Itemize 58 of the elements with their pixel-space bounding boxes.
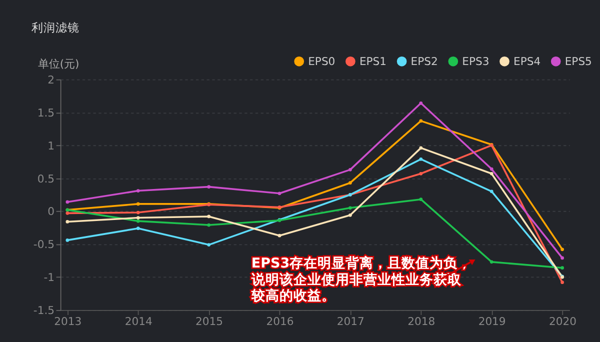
point [490,167,494,171]
x-tick-label: 2017 [336,314,364,328]
y-tick-label: -1.5 [33,304,55,318]
y-tick-label: 0 [48,205,55,218]
legend-label: EPS5 [564,54,592,68]
y-tick-label: 2 [48,73,55,86]
point [419,119,423,123]
point [66,211,70,215]
point [490,260,494,264]
point [560,266,564,270]
point [136,226,140,230]
x-tick-label: 2016 [266,314,294,328]
point [419,146,423,150]
point [207,214,211,218]
point [278,234,282,238]
point [136,189,140,192]
x-tick-label: 2014 [124,314,152,328]
point [66,200,70,204]
point [560,248,564,252]
legend-label: EPS1 [359,54,387,68]
legend-label: EPS0 [308,54,336,68]
y-axis-title: 单位(元) [38,58,80,71]
point [348,168,352,172]
y-tick-label: 1 [48,139,55,152]
point [207,243,211,246]
x-tick-label: 2013 [54,314,82,328]
point [348,206,352,210]
legend-label: EPS2 [410,54,438,68]
legend-label: EPS3 [462,54,490,68]
point [560,256,564,260]
point [560,280,564,284]
legend-label: EPS4 [514,54,541,68]
x-tick-label: 2019 [478,314,506,328]
point [136,216,140,220]
point [136,202,140,206]
x-tick-label: 2018 [408,314,436,328]
point [66,238,70,242]
chart-title: 利润滤镜 [32,20,80,35]
y-tick-label: 1.5 [37,106,55,120]
x-tick-label: 2015 [196,314,224,328]
point [348,181,352,185]
point [419,198,423,202]
point [419,101,423,105]
y-tick-label: 0.5 [37,172,55,186]
point [348,213,352,217]
point [419,172,423,176]
y-tick-label: -1 [44,271,55,284]
point [278,192,282,196]
point [207,223,211,227]
y-tick-label: -0.5 [33,238,55,252]
point [419,157,423,161]
point [66,220,70,224]
point [136,210,140,214]
point [207,185,211,188]
point [490,190,494,194]
x-tick-label: 2020 [549,314,577,328]
point [136,219,140,223]
point [490,172,494,176]
